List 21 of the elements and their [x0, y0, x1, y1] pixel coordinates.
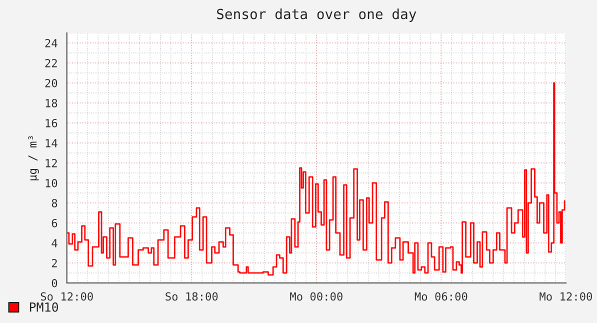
x-tick-label: Mo 00:00: [290, 292, 342, 301]
y-tick-label: 20: [45, 78, 58, 88]
y-tick-label: 4: [52, 239, 58, 248]
y-tick-label: 0: [52, 278, 58, 288]
y-tick-label: 10: [46, 178, 58, 188]
y-tick-label: 8: [52, 198, 58, 208]
chart-title: Sensor data over one day: [217, 8, 416, 22]
x-tick-label: So 18:00: [166, 292, 218, 301]
y-tick-label: 16: [46, 118, 58, 128]
y-tick-label: 18: [46, 98, 58, 108]
y-tick-label: 2: [52, 258, 57, 268]
x-tick-label: So 12:00: [40, 292, 93, 301]
y-axis-title: µg / m³: [28, 136, 39, 180]
y-tick-label: 22: [45, 58, 57, 68]
y-tick-label: 6: [52, 218, 58, 228]
y-tick-label: 14: [46, 139, 58, 148]
legend-label: PM10: [30, 302, 58, 312]
y-tick-label: 24: [45, 38, 58, 48]
x-tick-label: Mo 12:00: [540, 292, 592, 301]
x-tick-label: Mo 06:00: [414, 292, 468, 301]
y-tick-label: 12: [46, 158, 57, 168]
